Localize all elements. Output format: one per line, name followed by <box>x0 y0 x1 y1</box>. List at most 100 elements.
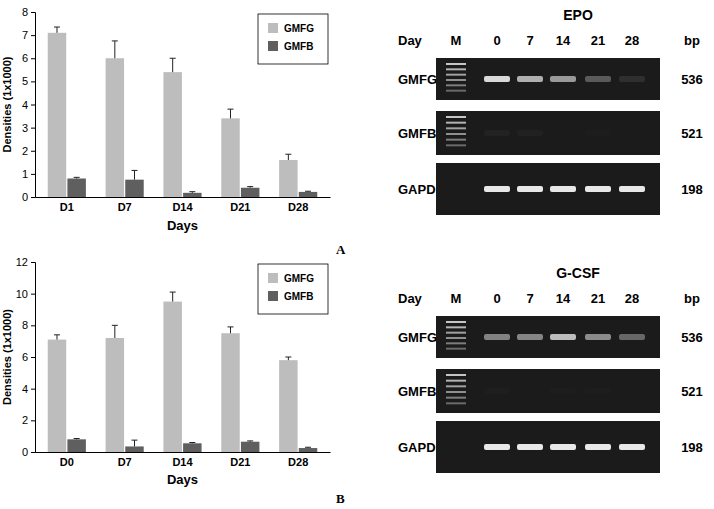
y-tick: 2 <box>22 414 35 426</box>
y-tick: 7 <box>22 29 35 41</box>
legend-label: GMFB <box>284 291 313 302</box>
tick-mark <box>31 325 35 326</box>
bar <box>241 188 259 197</box>
gel-title: G-CSF <box>556 265 600 281</box>
gel-band <box>550 76 576 82</box>
tick-label: 2 <box>22 145 28 157</box>
error-bar-stem <box>230 327 231 333</box>
gel-band <box>550 388 576 394</box>
x-tick: D14 <box>172 452 193 468</box>
ladder-band <box>446 122 466 124</box>
tick-mark <box>31 389 35 390</box>
x-axis-title: Days <box>167 218 198 233</box>
error-bar <box>131 170 137 179</box>
gel-panel: EPODayM07142128bpGMFG536GMFB521GAPDH198 <box>398 7 703 215</box>
error-bar-cap <box>285 357 291 358</box>
error-bar <box>74 438 80 440</box>
ladder-band <box>446 68 466 70</box>
legend-label: GMFG <box>284 273 314 284</box>
bar <box>183 443 201 452</box>
error-bar-stem <box>172 58 173 72</box>
ladder-band <box>446 397 466 399</box>
tick-label: 3 <box>22 122 28 134</box>
error-bar <box>247 440 253 442</box>
bar <box>279 360 297 452</box>
error-bar-stem <box>134 440 135 446</box>
error-bar-cap <box>305 447 311 448</box>
gel-band <box>517 76 543 82</box>
tick-label: 2 <box>22 414 28 426</box>
gel-lane-label: 0 <box>493 33 500 48</box>
legend-label: GMFG <box>284 23 314 34</box>
bar <box>106 338 124 452</box>
tick-label: D14 <box>172 201 193 213</box>
error-bar-cap <box>170 58 176 59</box>
error-bar <box>170 292 176 302</box>
legend: GMFG GMFB <box>258 264 328 314</box>
tick-mark <box>31 12 35 13</box>
y-tick: 6 <box>22 52 35 64</box>
y-tick: 3 <box>22 122 35 134</box>
y-tick: 10 <box>16 288 35 300</box>
legend-label: GMFB <box>284 41 313 52</box>
legend-frame <box>258 264 328 314</box>
ladder-band <box>446 391 466 393</box>
legend-swatch <box>268 273 278 283</box>
gel-band <box>585 76 611 82</box>
y-tick: 5 <box>22 75 35 87</box>
gel-marker-label: M <box>451 291 462 306</box>
y-tick: 0 <box>22 446 35 458</box>
gel-row-size: 536 <box>681 330 703 345</box>
tick-mark <box>31 151 35 152</box>
bar <box>163 302 181 452</box>
y-tick: 2 <box>22 145 35 157</box>
error-bar <box>54 335 60 340</box>
bar <box>279 160 297 197</box>
error-bar-cap <box>247 186 253 187</box>
tick-label: D28 <box>288 201 308 213</box>
ladder-band <box>446 337 466 339</box>
gel-band <box>517 186 543 192</box>
error-bar-stem <box>56 335 57 340</box>
error-bar-stem <box>134 170 135 179</box>
gel-image <box>436 163 660 215</box>
tick-mark <box>31 197 35 198</box>
axis-line <box>36 197 331 198</box>
error-bar <box>170 58 176 72</box>
legend-swatch <box>268 41 278 51</box>
gel-band <box>619 186 645 192</box>
gel-band <box>550 334 576 340</box>
tick-label: 12 <box>16 256 28 268</box>
error-bar-cap <box>189 191 195 192</box>
tick-label: 8 <box>22 319 28 331</box>
chart: 024681012D0D7D14D21D28DaysDensities (1x1… <box>1 256 345 506</box>
bar <box>183 193 201 197</box>
error-bar <box>285 357 291 360</box>
tick-label: D1 <box>60 201 74 213</box>
gel-band <box>619 76 645 82</box>
error-bar <box>74 177 80 178</box>
ladder-band <box>446 144 466 146</box>
gel-lane-label: 21 <box>591 291 605 306</box>
bar <box>163 72 181 197</box>
tick-label: 6 <box>22 351 28 363</box>
ladder-band <box>446 79 466 81</box>
gel-lane-label: 7 <box>526 291 533 306</box>
legend: GMFG GMFB <box>258 14 328 64</box>
bar <box>67 179 85 198</box>
tick-mark <box>31 35 35 36</box>
legend-swatch <box>268 23 278 33</box>
ladder-band <box>446 90 466 92</box>
gel-band <box>619 388 645 394</box>
y-tick: 1 <box>22 168 35 180</box>
x-tick: D21 <box>230 197 250 213</box>
error-bar-cap <box>54 27 60 28</box>
bar <box>125 180 143 197</box>
plot-marks <box>48 292 318 452</box>
ladder-band <box>446 321 466 323</box>
gel-band <box>517 388 543 394</box>
y-tick: 0 <box>22 191 35 203</box>
gel-lane-label: 14 <box>556 291 571 306</box>
gel-band <box>484 444 510 450</box>
ladder-band <box>446 133 466 135</box>
